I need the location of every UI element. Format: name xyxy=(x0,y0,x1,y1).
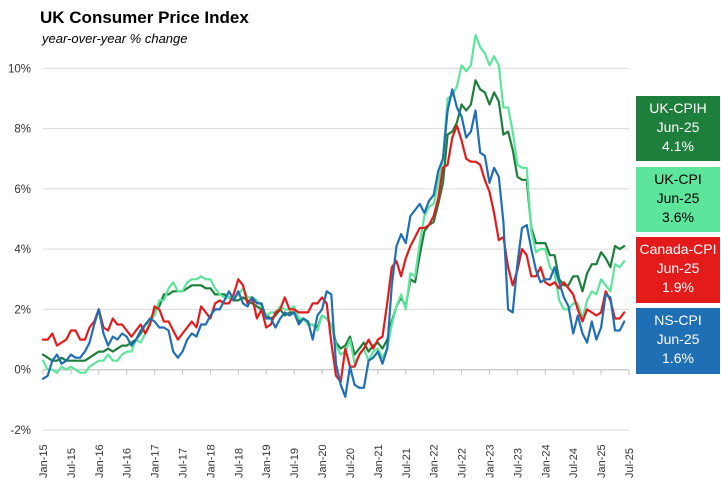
x-tick-label: Jan-16 xyxy=(94,444,106,478)
series-line-ns-cpi xyxy=(41,88,626,398)
chart-subtitle: year-over-year % change xyxy=(42,31,188,46)
x-tick-label: Jul-16 xyxy=(122,448,134,478)
x-tick-label: Jul-21 xyxy=(401,448,413,478)
y-tick-label: -2% xyxy=(11,425,31,437)
x-tick-label: Jul-20 xyxy=(345,448,357,478)
y-tick-label: 4% xyxy=(14,244,31,256)
legend-series-name: UK-CPI xyxy=(654,171,702,187)
legend-value: 4.1% xyxy=(662,138,694,154)
legend-series-name: UK-CPIH xyxy=(649,100,707,116)
x-axis: Jan-15 Jul-15 Jan-16 Jul-16 Jan-17 Jul-17 Jan-… xyxy=(38,369,636,478)
x-tick-label: Jan-21 xyxy=(373,444,385,478)
chart-title: UK Consumer Price Index xyxy=(40,8,249,27)
x-tick-label: Jul-22 xyxy=(457,448,469,478)
x-tick-label: Jul-17 xyxy=(178,448,190,478)
x-tick-label: Jul-23 xyxy=(512,448,524,478)
x-tick-label: Jan-23 xyxy=(484,444,496,478)
x-tick-label: Jan-24 xyxy=(540,444,552,478)
legend-series-name: Canada-CPI xyxy=(639,241,717,257)
legend-uk-cpih: UK-CPIH Jun-25 4.1% xyxy=(636,96,720,161)
legend-date: Jun-25 xyxy=(656,119,700,135)
x-tick-label: Jan-15 xyxy=(38,444,50,478)
legend-value: 3.6% xyxy=(662,209,694,225)
x-tick-label: Jan-20 xyxy=(317,444,329,478)
legend-uk-cpi: UK-CPI Jun-25 3.6% xyxy=(636,167,720,232)
y-tick-label: 10% xyxy=(8,63,31,75)
series-lines xyxy=(41,33,626,398)
legend-value: 1.9% xyxy=(662,279,694,295)
x-tick-label: Jul-24 xyxy=(568,448,580,478)
legend-date: Jun-25 xyxy=(656,331,700,347)
y-tick-label: 0% xyxy=(14,365,31,377)
legend-series-name: NS-CPI xyxy=(654,312,702,328)
y-axis: -2% 0% 2% 4% 6% 8% 10% xyxy=(8,63,31,437)
x-tick-label: Jul-25 xyxy=(624,448,636,478)
y-tick-label: 2% xyxy=(14,304,31,316)
legend-date: Jun-25 xyxy=(656,190,700,206)
x-tick-label: Jan-18 xyxy=(205,444,217,478)
legend-ns-cpi: NS-CPI Jun-25 1.6% xyxy=(636,308,720,374)
x-tick-label: Jul-15 xyxy=(66,448,78,478)
y-tick-label: 8% xyxy=(14,124,31,136)
legend-date: Jun-25 xyxy=(656,260,700,276)
x-tick-label: Jul-19 xyxy=(289,448,301,478)
legend-value: 1.6% xyxy=(662,350,694,366)
series-line-canada-cpi xyxy=(41,124,626,383)
x-tick-label: Jan-22 xyxy=(429,444,441,478)
legend-canada-cpi: Canada-CPI Jun-25 1.9% xyxy=(636,237,720,303)
x-tick-label: Jan-19 xyxy=(261,444,273,478)
x-tick-label: Jan-25 xyxy=(596,444,608,478)
x-tick-label: Jan-17 xyxy=(150,444,162,478)
y-tick-label: 6% xyxy=(14,184,31,196)
x-tick-label: Jul-18 xyxy=(233,448,245,478)
